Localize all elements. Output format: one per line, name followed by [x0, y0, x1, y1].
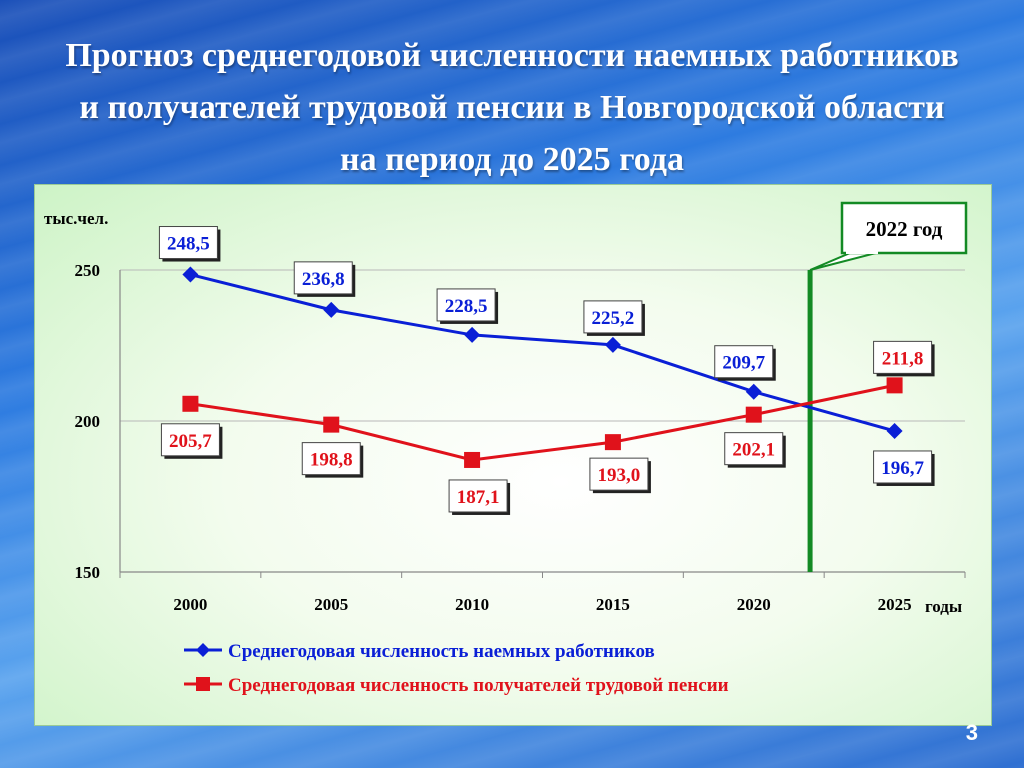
legend-marker-diamond [196, 643, 210, 657]
data-label: 248,5 [167, 234, 210, 255]
data-label-box [436, 288, 496, 322]
x-tick-label: 2010 [455, 595, 489, 614]
data-label-box [589, 457, 649, 491]
data-label-box [158, 226, 218, 260]
x-tick-label: 2025 [878, 595, 912, 614]
data-point-pensioners [323, 416, 340, 433]
y-tick-label: 200 [75, 412, 101, 431]
data-label-box [873, 450, 933, 484]
data-point-workers [464, 326, 481, 343]
data-label-box [301, 442, 361, 476]
data-point-workers [323, 301, 340, 318]
x-tick-label: 2005 [314, 595, 348, 614]
x-tick-label: 2000 [173, 595, 207, 614]
legend-label: Среднегодовая численность получателей тр… [228, 675, 729, 696]
data-point-workers [745, 383, 762, 400]
x-axis-label: годы [925, 597, 962, 616]
callout-box [840, 201, 968, 255]
data-label: 211,8 [882, 348, 924, 369]
x-tick-label: 2015 [596, 595, 630, 614]
data-label: 193,0 [598, 465, 641, 486]
y-tick-label: 150 [75, 563, 101, 582]
page-number: 3 [965, 720, 978, 745]
data-label: 196,7 [881, 458, 924, 479]
data-point-pensioners [182, 395, 199, 412]
y-tick-label: 250 [75, 261, 101, 280]
slide-title: Прогноз среднегодовой численности наемны… [65, 37, 959, 178]
data-label: 225,2 [592, 308, 635, 329]
data-label-box [448, 479, 508, 513]
series-line-workers [190, 273, 895, 433]
data-label: 228,5 [445, 296, 488, 317]
data-label: 187,1 [457, 487, 500, 508]
data-label-box [724, 432, 784, 466]
data-point-pensioners [745, 406, 762, 423]
data-point-workers [886, 422, 903, 439]
data-label-box [583, 300, 643, 334]
data-label: 202,1 [732, 440, 775, 461]
data-label: 209,7 [722, 353, 765, 374]
data-label: 205,7 [169, 431, 212, 452]
data-label: 198,8 [310, 450, 353, 471]
legend-label: Среднегодовая численность наемных работн… [228, 641, 655, 662]
callout-label: 2022 год [866, 217, 943, 241]
legend-marker-square [196, 677, 210, 691]
data-point-pensioners [886, 377, 903, 394]
data-label-box [293, 261, 353, 295]
data-point-workers [182, 266, 199, 283]
data-label-box [714, 345, 774, 379]
data-label-box [873, 340, 933, 374]
data-point-pensioners [464, 451, 481, 468]
data-point-pensioners [604, 434, 621, 451]
data-label-box [160, 423, 220, 457]
callout-join [846, 250, 878, 254]
x-tick-label: 2020 [737, 595, 771, 614]
y-axis-label: тыс.чел. [44, 209, 108, 228]
data-label: 236,8 [302, 269, 345, 290]
series-line-pensioners [190, 383, 895, 462]
callout-pointer [809, 252, 877, 271]
data-point-workers [604, 336, 621, 353]
